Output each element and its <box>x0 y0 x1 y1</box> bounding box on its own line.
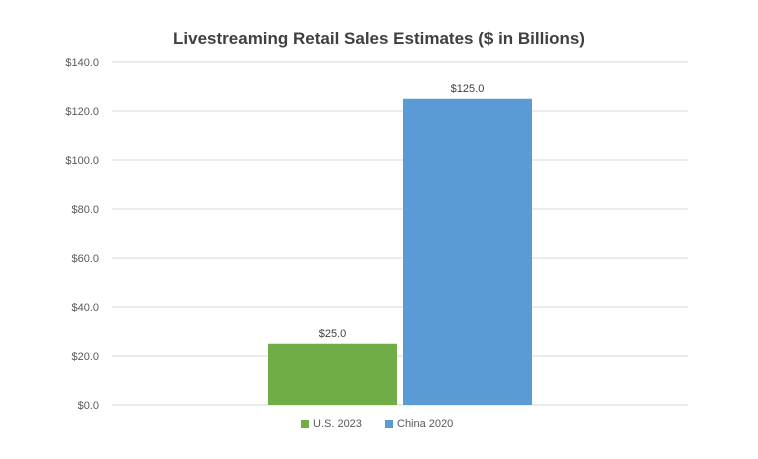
data-labels: $25.0 $125.0 <box>319 83 485 340</box>
y-tick-label-7: $140.0 <box>65 57 99 69</box>
y-axis-ticks: $0.0 $20.0 $40.0 $60.0 $80.0 $100.0 $120.0 $140… <box>65 57 99 412</box>
y-tick-label-1: $20.0 <box>71 351 99 363</box>
y-tick-label-0: $0.0 <box>78 400 99 412</box>
bar-1 <box>403 98 532 405</box>
y-tick-label-4: $80.0 <box>71 204 99 216</box>
bar-0 <box>268 343 397 405</box>
y-tick-label-6: $120.0 <box>65 106 99 118</box>
bars <box>268 98 532 405</box>
legend-swatch-0 <box>301 420 309 428</box>
gridlines <box>112 61 688 406</box>
data-label-1: $125.0 <box>451 83 485 95</box>
legend: U.S. 2023 China 2020 <box>301 418 453 430</box>
chart-title: Livestreaming Retail Sales Estimates ($ … <box>173 29 585 48</box>
y-tick-label-2: $40.0 <box>71 302 99 314</box>
legend-label-1: China 2020 <box>397 418 453 430</box>
data-label-0: $25.0 <box>319 328 347 340</box>
y-tick-label-5: $100.0 <box>65 155 99 167</box>
legend-swatch-1 <box>385 420 393 428</box>
y-tick-label-3: $60.0 <box>71 253 99 265</box>
legend-label-0: U.S. 2023 <box>313 418 362 430</box>
